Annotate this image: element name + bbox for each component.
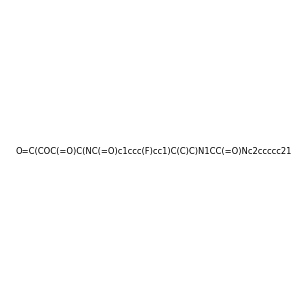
Text: O=C(COC(=O)C(NC(=O)c1ccc(F)cc1)C(C)C)N1CC(=O)Nc2ccccc21: O=C(COC(=O)C(NC(=O)c1ccc(F)cc1)C(C)C)N1C… <box>16 147 292 156</box>
